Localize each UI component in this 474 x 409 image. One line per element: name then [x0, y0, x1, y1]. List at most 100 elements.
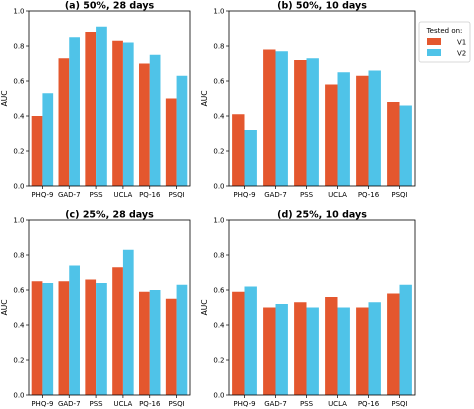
bar-v1-psqi: [165, 98, 177, 186]
bar-v2-gad-7: [275, 51, 288, 186]
x-tick-label: PSQI: [391, 191, 407, 199]
y-tick-label: 0.6: [213, 77, 225, 85]
x-tick-label: PSS: [90, 400, 104, 408]
bar-v2-gad-7: [69, 265, 80, 395]
x-tick-label: PHQ-9: [233, 400, 255, 408]
y-tick-label: 0.8: [13, 42, 24, 50]
x-tick-label: UCLA: [113, 191, 132, 199]
bar-v2-phq-9: [244, 130, 257, 186]
bar-v2-pq-16: [368, 70, 381, 186]
bar-v1-phq-9: [232, 114, 245, 186]
chart-panel: (c) 25%, 28 days AUC 0.0 0.2 0.4 0.6 0.8 1.0 PHQ…: [0, 210, 191, 408]
bar-v1-pss: [85, 32, 97, 186]
chart-title: (a) 50%, 28 days: [65, 1, 155, 12]
y-tick-label: 1.0: [13, 7, 24, 15]
chart-panels: (a) 50%, 28 days AUC 0.0 0.2 0.4 0.6 0.8 1.0 PHQ…: [0, 1, 416, 408]
x-tick-label: UCLA: [328, 191, 347, 199]
bar-v1-phq-9: [232, 291, 245, 395]
x-tick-label: GAD-7: [58, 400, 81, 408]
y-tick-label: 0.6: [213, 286, 225, 294]
x-tick-label: GAD-7: [58, 191, 81, 199]
y-tick-label: 0.0: [213, 182, 224, 190]
legend-swatch-v1: [427, 38, 441, 45]
bar-v2-ucla: [122, 42, 134, 186]
y-tick-label: 1.0: [213, 7, 224, 15]
x-tick-label: GAD-7: [264, 191, 287, 199]
bar-v2-pq-16: [368, 302, 381, 395]
y-tick-label: 0.2: [13, 356, 24, 364]
y-tick-label: 0.6: [13, 286, 25, 294]
y-tick-label: 0.4: [13, 112, 25, 120]
chart-panel: (d) 25%, 10 days AUC 0.0 0.2 0.4 0.6 0.8 1.0 PHQ…: [200, 210, 416, 408]
x-tick-label: PQ-16: [358, 400, 380, 408]
y-axis-label: AUC: [0, 300, 9, 316]
y-tick-label: 0.4: [213, 321, 225, 329]
plot-frame: [28, 219, 191, 396]
bar-v2-psqi: [176, 75, 188, 186]
y-tick-label: 0.8: [213, 42, 224, 50]
bar-v1-pq-16: [139, 63, 150, 186]
y-tick-label: 0.0: [213, 391, 224, 399]
legend-label-v1: V1: [457, 39, 466, 47]
bar-v2-pss: [96, 283, 107, 395]
bar-v2-psqi: [399, 105, 412, 186]
y-tick-label: 0.2: [13, 147, 24, 155]
y-tick-label: 0.4: [213, 112, 225, 120]
bar-v1-pq-16: [139, 291, 150, 395]
bar-v1-psqi: [387, 293, 400, 395]
bar-v1-gad-7: [263, 49, 276, 186]
legend-swatch-v2: [427, 49, 441, 56]
bar-v2-pss: [96, 26, 107, 186]
bar-v1-phq-9: [31, 281, 43, 395]
x-tick-label: GAD-7: [264, 400, 287, 408]
x-tick-label: PHQ-9: [233, 191, 255, 199]
x-tick-label: PSQI: [391, 400, 407, 408]
bar-v1-gad-7: [263, 307, 276, 395]
x-tick-label: PSQI: [168, 191, 184, 199]
chart-panel: (a) 50%, 28 days AUC 0.0 0.2 0.4 0.6 0.8 1.0 PHQ…: [0, 1, 191, 199]
legend: Tested on: V1 V2: [418, 21, 471, 63]
bar-v2-psqi: [176, 284, 188, 395]
y-tick-label: 0.0: [13, 182, 24, 190]
bar-v2-ucla: [337, 72, 350, 186]
y-axis-label: AUC: [0, 91, 9, 107]
bar-v2-phq-9: [244, 286, 257, 395]
bar-v2-phq-9: [42, 93, 54, 186]
x-tick-label: PSS: [300, 400, 314, 408]
plot-frame: [28, 10, 191, 187]
bar-v2-ucla: [122, 249, 134, 395]
chart-title: (c) 25%, 28 days: [65, 210, 154, 221]
x-tick-label: PQ-16: [358, 191, 380, 199]
chart-panel: (b) 50%, 10 days AUC 0.0 0.2 0.4 0.6 0.8 1.0 PHQ…: [200, 1, 416, 199]
bar-v1-phq-9: [31, 116, 43, 186]
plot-frame: [228, 10, 416, 187]
plot-frame: [228, 219, 416, 396]
x-tick-label: PQ-16: [139, 400, 161, 408]
bar-v1-pq-16: [356, 307, 369, 395]
y-tick-label: 0.2: [213, 356, 224, 364]
y-tick-label: 0.2: [213, 147, 224, 155]
chart-title: (d) 25%, 10 days: [277, 210, 367, 221]
chart-title: (b) 50%, 10 days: [277, 1, 367, 12]
y-tick-label: 0.4: [13, 321, 25, 329]
x-tick-label: PSS: [90, 191, 104, 199]
bar-v1-ucla: [325, 84, 338, 186]
bar-v1-ucla: [325, 297, 338, 395]
y-tick-label: 1.0: [213, 216, 224, 224]
x-tick-label: PHQ-9: [31, 400, 53, 408]
x-tick-label: UCLA: [328, 400, 347, 408]
bar-v1-psqi: [387, 102, 400, 186]
bar-v1-ucla: [112, 267, 123, 395]
bar-v2-gad-7: [275, 304, 288, 395]
y-axis-label: AUC: [200, 300, 209, 316]
bar-v1-pq-16: [356, 75, 369, 186]
legend-title: Tested on:: [426, 27, 463, 35]
bar-v1-gad-7: [58, 281, 70, 395]
bar-v1-gad-7: [58, 58, 70, 186]
bar-v1-pss: [85, 279, 97, 395]
bar-v2-gad-7: [69, 37, 80, 186]
y-tick-label: 0.0: [13, 391, 24, 399]
bar-v2-ucla: [337, 307, 350, 395]
y-tick-label: 1.0: [13, 216, 24, 224]
